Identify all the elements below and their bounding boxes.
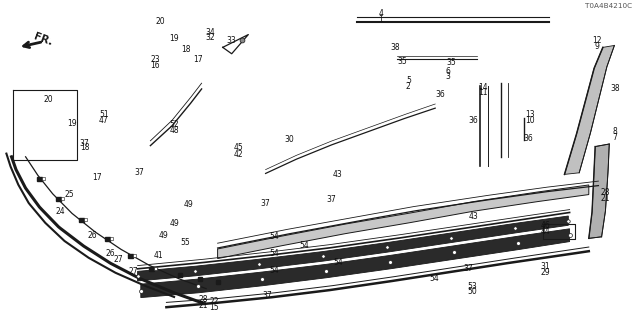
Bar — [133, 254, 136, 257]
Text: 15: 15 — [209, 303, 220, 312]
Text: 31: 31 — [540, 262, 550, 271]
Text: FR.: FR. — [32, 32, 54, 48]
Text: 28: 28 — [199, 295, 208, 304]
Text: 11: 11 — [479, 88, 488, 97]
Polygon shape — [138, 216, 568, 281]
Text: 44: 44 — [540, 227, 550, 236]
Text: 10: 10 — [525, 116, 535, 124]
Text: 34: 34 — [205, 28, 215, 36]
Text: 52: 52 — [169, 120, 179, 129]
Text: 2: 2 — [406, 82, 411, 91]
Text: 19: 19 — [67, 119, 77, 128]
Text: 8: 8 — [612, 127, 617, 136]
Text: 27: 27 — [113, 255, 124, 264]
Text: 54: 54 — [269, 249, 279, 258]
Text: 7: 7 — [612, 133, 617, 142]
Polygon shape — [564, 45, 614, 174]
Text: 30: 30 — [284, 135, 294, 144]
Bar — [104, 237, 109, 241]
Text: 24: 24 — [56, 207, 66, 216]
Text: 14: 14 — [478, 83, 488, 92]
Text: 53: 53 — [467, 282, 477, 291]
Text: 37: 37 — [79, 139, 90, 148]
Text: 54: 54 — [269, 232, 279, 241]
Text: 49: 49 — [184, 200, 194, 209]
Text: 47: 47 — [99, 116, 109, 124]
Bar — [128, 254, 133, 258]
Bar — [84, 218, 87, 221]
Text: 54: 54 — [429, 274, 439, 283]
Text: 54: 54 — [269, 266, 279, 275]
Text: 21: 21 — [600, 194, 609, 203]
Text: 37: 37 — [326, 196, 337, 204]
Text: 55: 55 — [180, 238, 191, 247]
Text: 46: 46 — [540, 221, 550, 230]
Text: 38: 38 — [611, 84, 621, 93]
Text: 13: 13 — [525, 110, 535, 119]
Text: 17: 17 — [193, 55, 204, 64]
Text: 54: 54 — [333, 258, 343, 267]
Text: 4: 4 — [378, 9, 383, 18]
Text: 29: 29 — [540, 268, 550, 277]
Polygon shape — [218, 185, 589, 259]
Text: 41: 41 — [154, 251, 164, 260]
Text: 49: 49 — [169, 219, 179, 228]
Text: 43: 43 — [333, 170, 343, 179]
Polygon shape — [589, 144, 609, 238]
Text: 20: 20 — [43, 95, 53, 104]
Text: 25: 25 — [64, 190, 74, 199]
Polygon shape — [141, 229, 570, 298]
Text: 45: 45 — [233, 143, 243, 152]
Text: 28: 28 — [600, 188, 609, 197]
Text: 49: 49 — [158, 231, 168, 240]
Text: 26: 26 — [88, 231, 98, 240]
Bar — [79, 218, 84, 222]
Bar — [56, 197, 61, 201]
Text: 1: 1 — [378, 15, 383, 24]
Text: 33: 33 — [227, 36, 237, 45]
Text: 27: 27 — [128, 267, 138, 276]
Text: 36: 36 — [435, 90, 445, 99]
Text: 42: 42 — [233, 150, 243, 159]
Text: 21: 21 — [199, 301, 208, 310]
Bar — [36, 177, 42, 180]
Text: 20: 20 — [155, 17, 165, 26]
Text: 35: 35 — [446, 58, 456, 67]
Bar — [154, 267, 157, 270]
Text: 22: 22 — [210, 297, 219, 306]
Bar — [42, 177, 45, 180]
Text: 36: 36 — [468, 116, 479, 125]
Text: 38: 38 — [390, 43, 401, 52]
Text: T0A4B4210C: T0A4B4210C — [585, 3, 632, 9]
Text: 9: 9 — [594, 42, 599, 51]
Text: 12: 12 — [592, 36, 601, 45]
Text: 54: 54 — [299, 241, 309, 250]
Text: 32: 32 — [205, 33, 215, 42]
Text: 48: 48 — [169, 126, 179, 135]
Text: 37: 37 — [134, 168, 145, 177]
Text: 23: 23 — [150, 55, 160, 64]
Text: 18: 18 — [80, 143, 89, 152]
Bar — [61, 197, 64, 200]
Text: 37: 37 — [260, 199, 271, 208]
Text: 19: 19 — [169, 34, 179, 43]
Text: 37: 37 — [262, 292, 273, 300]
Bar — [109, 237, 113, 240]
Text: 37: 37 — [463, 264, 474, 273]
Text: 6: 6 — [445, 67, 451, 76]
Text: 18: 18 — [181, 45, 190, 54]
Text: 5: 5 — [406, 76, 411, 85]
Text: 36: 36 — [524, 134, 534, 143]
Text: 43: 43 — [468, 212, 479, 221]
Text: 51: 51 — [99, 110, 109, 119]
Text: 35: 35 — [397, 57, 407, 66]
Text: 17: 17 — [92, 173, 102, 182]
Text: 26: 26 — [105, 249, 115, 258]
Bar — [149, 267, 154, 271]
Text: 3: 3 — [445, 72, 451, 81]
Text: 50: 50 — [467, 287, 477, 296]
Text: 16: 16 — [150, 61, 160, 70]
